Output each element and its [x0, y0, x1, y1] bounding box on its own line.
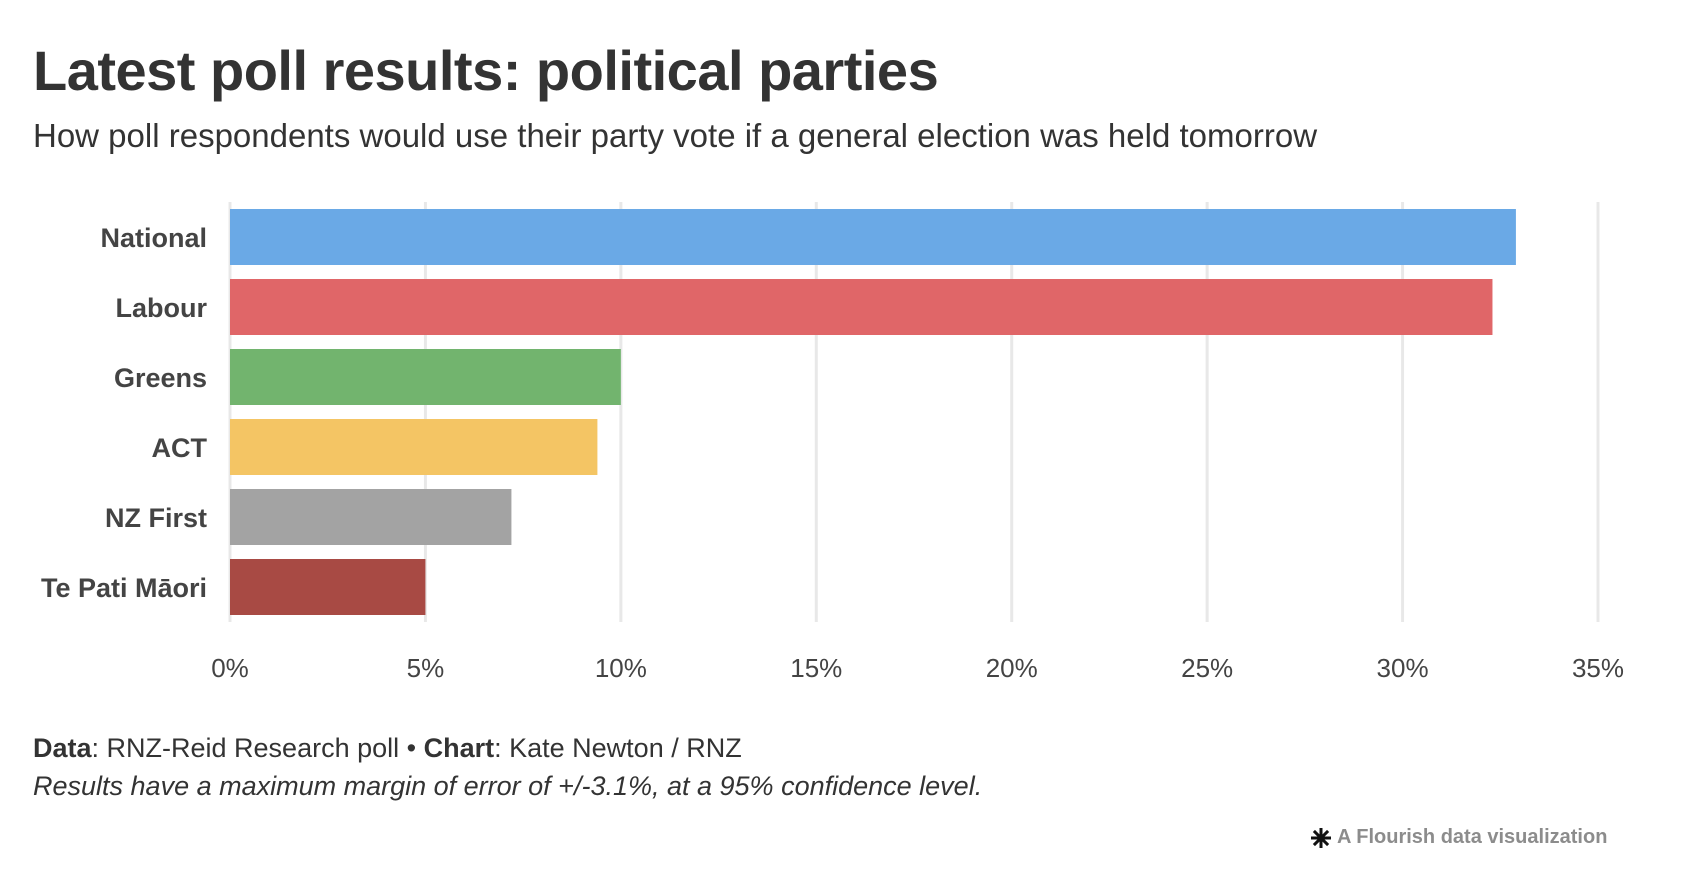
- flourish-credit-text: A Flourish data visualization: [1337, 826, 1608, 848]
- category-labels: National Labour Greens ACT NZ First Te Pati M…: [41, 223, 208, 603]
- bar[interactable]: ACT: 9.4%: [230, 419, 598, 475]
- footer-note: Results have a maximum margin of error o…: [33, 771, 983, 801]
- bar[interactable]: Te Pati Māori: 5%: [230, 559, 426, 615]
- x-tick-label: 5%: [407, 653, 445, 683]
- gridlines: [228, 202, 1600, 622]
- chart-title: Latest poll results: political parties: [33, 39, 939, 102]
- footer-chart-value: : Kate Newton / RNZ: [494, 733, 742, 763]
- category-label: ACT: [152, 433, 208, 463]
- bar-chart: National: 32.9% Labour: 32.3% Greens: 10% A…: [41, 202, 1624, 683]
- bar[interactable]: Greens: 10%: [230, 349, 621, 405]
- flourish-star-icon: [1311, 827, 1331, 848]
- x-tick-label: 10%: [595, 653, 647, 683]
- category-label: NZ First: [105, 503, 207, 533]
- category-label: Te Pati Māori: [41, 573, 207, 603]
- bar[interactable]: NZ First: 7.2%: [230, 489, 512, 545]
- bar[interactable]: Labour: 32.3%: [230, 279, 1493, 335]
- footer-chart-label: Chart: [423, 733, 495, 763]
- x-tick-label: 15%: [790, 653, 842, 683]
- category-label: Greens: [114, 363, 207, 393]
- x-tick-label: 0%: [211, 653, 249, 683]
- footer-data-value: : RNZ-Reid Research poll: [91, 733, 407, 763]
- x-axis-tick-labels: 0% 5% 10% 15% 20% 25% 30% 35%: [211, 653, 1624, 683]
- x-tick-label: 20%: [986, 653, 1038, 683]
- flourish-credit-link[interactable]: A Flourish data visualization: [1310, 826, 1607, 849]
- x-tick-label: 35%: [1572, 653, 1624, 683]
- chart-subtitle: How poll respondents would use their par…: [33, 117, 1318, 154]
- x-tick-label: 30%: [1377, 653, 1429, 683]
- footer-data-label: Data: [33, 733, 92, 763]
- bars: National: 32.9% Labour: 32.3% Greens: 10% A…: [230, 209, 1516, 615]
- x-tick-label: 25%: [1181, 653, 1233, 683]
- category-label: National: [100, 223, 207, 253]
- bar[interactable]: National: 32.9%: [230, 209, 1516, 265]
- footer-separator: •: [406, 733, 417, 763]
- footer-source: Data: RNZ-Reid Research poll • Chart: Ka…: [33, 733, 742, 764]
- category-label: Labour: [116, 293, 208, 323]
